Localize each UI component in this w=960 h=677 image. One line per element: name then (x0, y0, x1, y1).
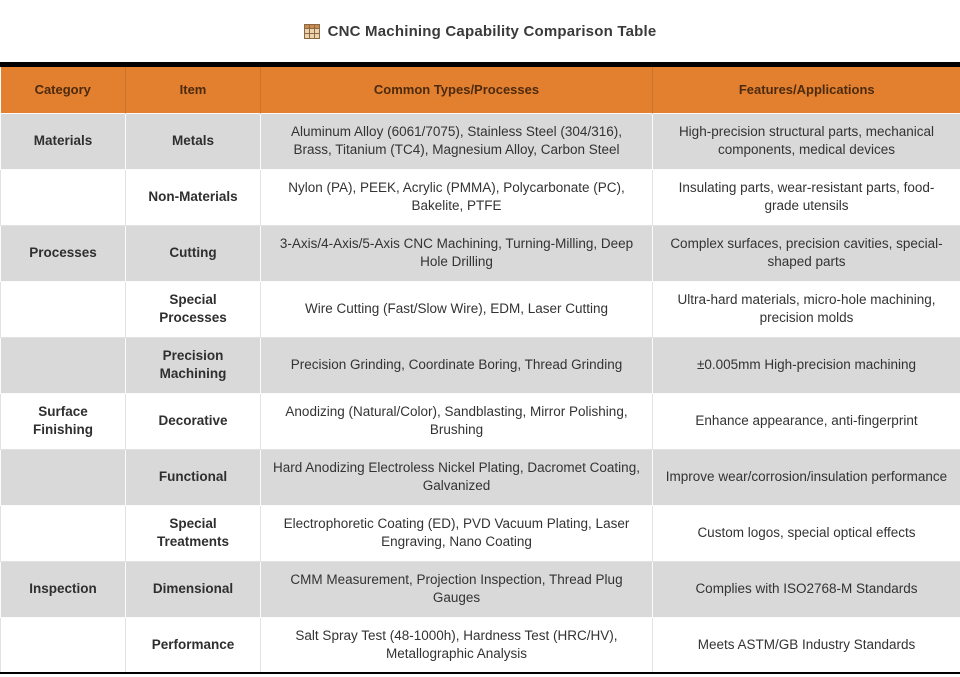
cell-features: Ultra-hard materials, micro-hole machini… (652, 280, 960, 338)
spreadsheet-icon (303, 23, 320, 39)
cell-types: Wire Cutting (Fast/Slow Wire), EDM, Lase… (260, 280, 653, 338)
cell-category (0, 448, 126, 506)
cell-features: Meets ASTM/GB Industry Standards (652, 616, 960, 674)
cell-category (0, 616, 126, 674)
cell-types: Anodizing (Natural/Color), Sandblasting,… (260, 392, 653, 450)
cell-features: Improve wear/corrosion/insulation perfor… (652, 448, 960, 506)
cell-types: Aluminum Alloy (6061/7075), Stainless St… (260, 112, 653, 170)
cell-features: Insulating parts, wear-resistant parts, … (652, 168, 960, 226)
cell-item: Cutting (125, 224, 261, 282)
table-row: Functional Hard Anodizing Electroless Ni… (0, 448, 960, 506)
cell-category (0, 280, 126, 338)
column-header-item: Item (125, 67, 261, 113)
cell-item: Performance (125, 616, 261, 674)
cell-category (0, 336, 126, 394)
cell-item: Functional (125, 448, 261, 506)
cell-category: Inspection (0, 560, 126, 618)
cell-item: Decorative (125, 392, 261, 450)
cell-types: Salt Spray Test (48-1000h), Hardness Tes… (260, 616, 653, 674)
table-row: Special Treatments Electrophoretic Coati… (0, 504, 960, 562)
cell-features: Complies with ISO2768-M Standards (652, 560, 960, 618)
page-title-bar: CNC Machining Capability Comparison Tabl… (0, 0, 960, 62)
cell-types: Nylon (PA), PEEK, Acrylic (PMMA), Polyca… (260, 168, 653, 226)
capability-table: Category Item Common Types/Processes Fea… (0, 67, 960, 674)
cell-category: Materials (0, 112, 126, 170)
header-row: Category Item Common Types/Processes Fea… (0, 67, 960, 113)
cell-features: High-precision structural parts, mechani… (652, 112, 960, 170)
cell-item: Non-Materials (125, 168, 261, 226)
table-row: Precision Machining Precision Grinding, … (0, 336, 960, 394)
cell-types: Precision Grinding, Coordinate Boring, T… (260, 336, 653, 394)
cell-item: Special Treatments (125, 504, 261, 562)
cell-category: Processes (0, 224, 126, 282)
cell-category (0, 504, 126, 562)
column-header-category: Category (0, 67, 126, 113)
cell-item: Precision Machining (125, 336, 261, 394)
cell-item: Metals (125, 112, 261, 170)
table-row: Performance Salt Spray Test (48-1000h), … (0, 616, 960, 674)
cell-features: Enhance appearance, anti-fingerprint (652, 392, 960, 450)
table-header: Category Item Common Types/Processes Fea… (0, 67, 960, 113)
page-title: CNC Machining Capability Comparison Tabl… (327, 22, 657, 40)
column-header-features: Features/Applications (652, 67, 960, 113)
column-header-types: Common Types/Processes (260, 67, 653, 113)
cell-types: Electrophoretic Coating (ED), PVD Vacuum… (260, 504, 653, 562)
cell-features: Complex surfaces, precision cavities, sp… (652, 224, 960, 282)
table-row: Special Processes Wire Cutting (Fast/Slo… (0, 280, 960, 338)
cell-types: 3-Axis/4-Axis/5-Axis CNC Machining, Turn… (260, 224, 653, 282)
cell-item: Special Processes (125, 280, 261, 338)
cell-category (0, 168, 126, 226)
table-row: Materials Metals Aluminum Alloy (6061/70… (0, 112, 960, 170)
table-row: Non-Materials Nylon (PA), PEEK, Acrylic … (0, 168, 960, 226)
table-row: Inspection Dimensional CMM Measurement, … (0, 560, 960, 618)
cell-types: Hard Anodizing Electroless Nickel Platin… (260, 448, 653, 506)
cell-item: Dimensional (125, 560, 261, 618)
cell-category: Surface Finishing (0, 392, 126, 450)
top-divider-bar (0, 62, 960, 67)
table-row: Surface Finishing Decorative Anodizing (… (0, 392, 960, 450)
cell-types: CMM Measurement, Projection Inspection, … (260, 560, 653, 618)
table-row: Processes Cutting 3-Axis/4-Axis/5-Axis C… (0, 224, 960, 282)
table-body: Materials Metals Aluminum Alloy (6061/70… (0, 112, 960, 674)
cell-features: Custom logos, special optical effects (652, 504, 960, 562)
cell-features: ±0.005mm High-precision machining (652, 336, 960, 394)
